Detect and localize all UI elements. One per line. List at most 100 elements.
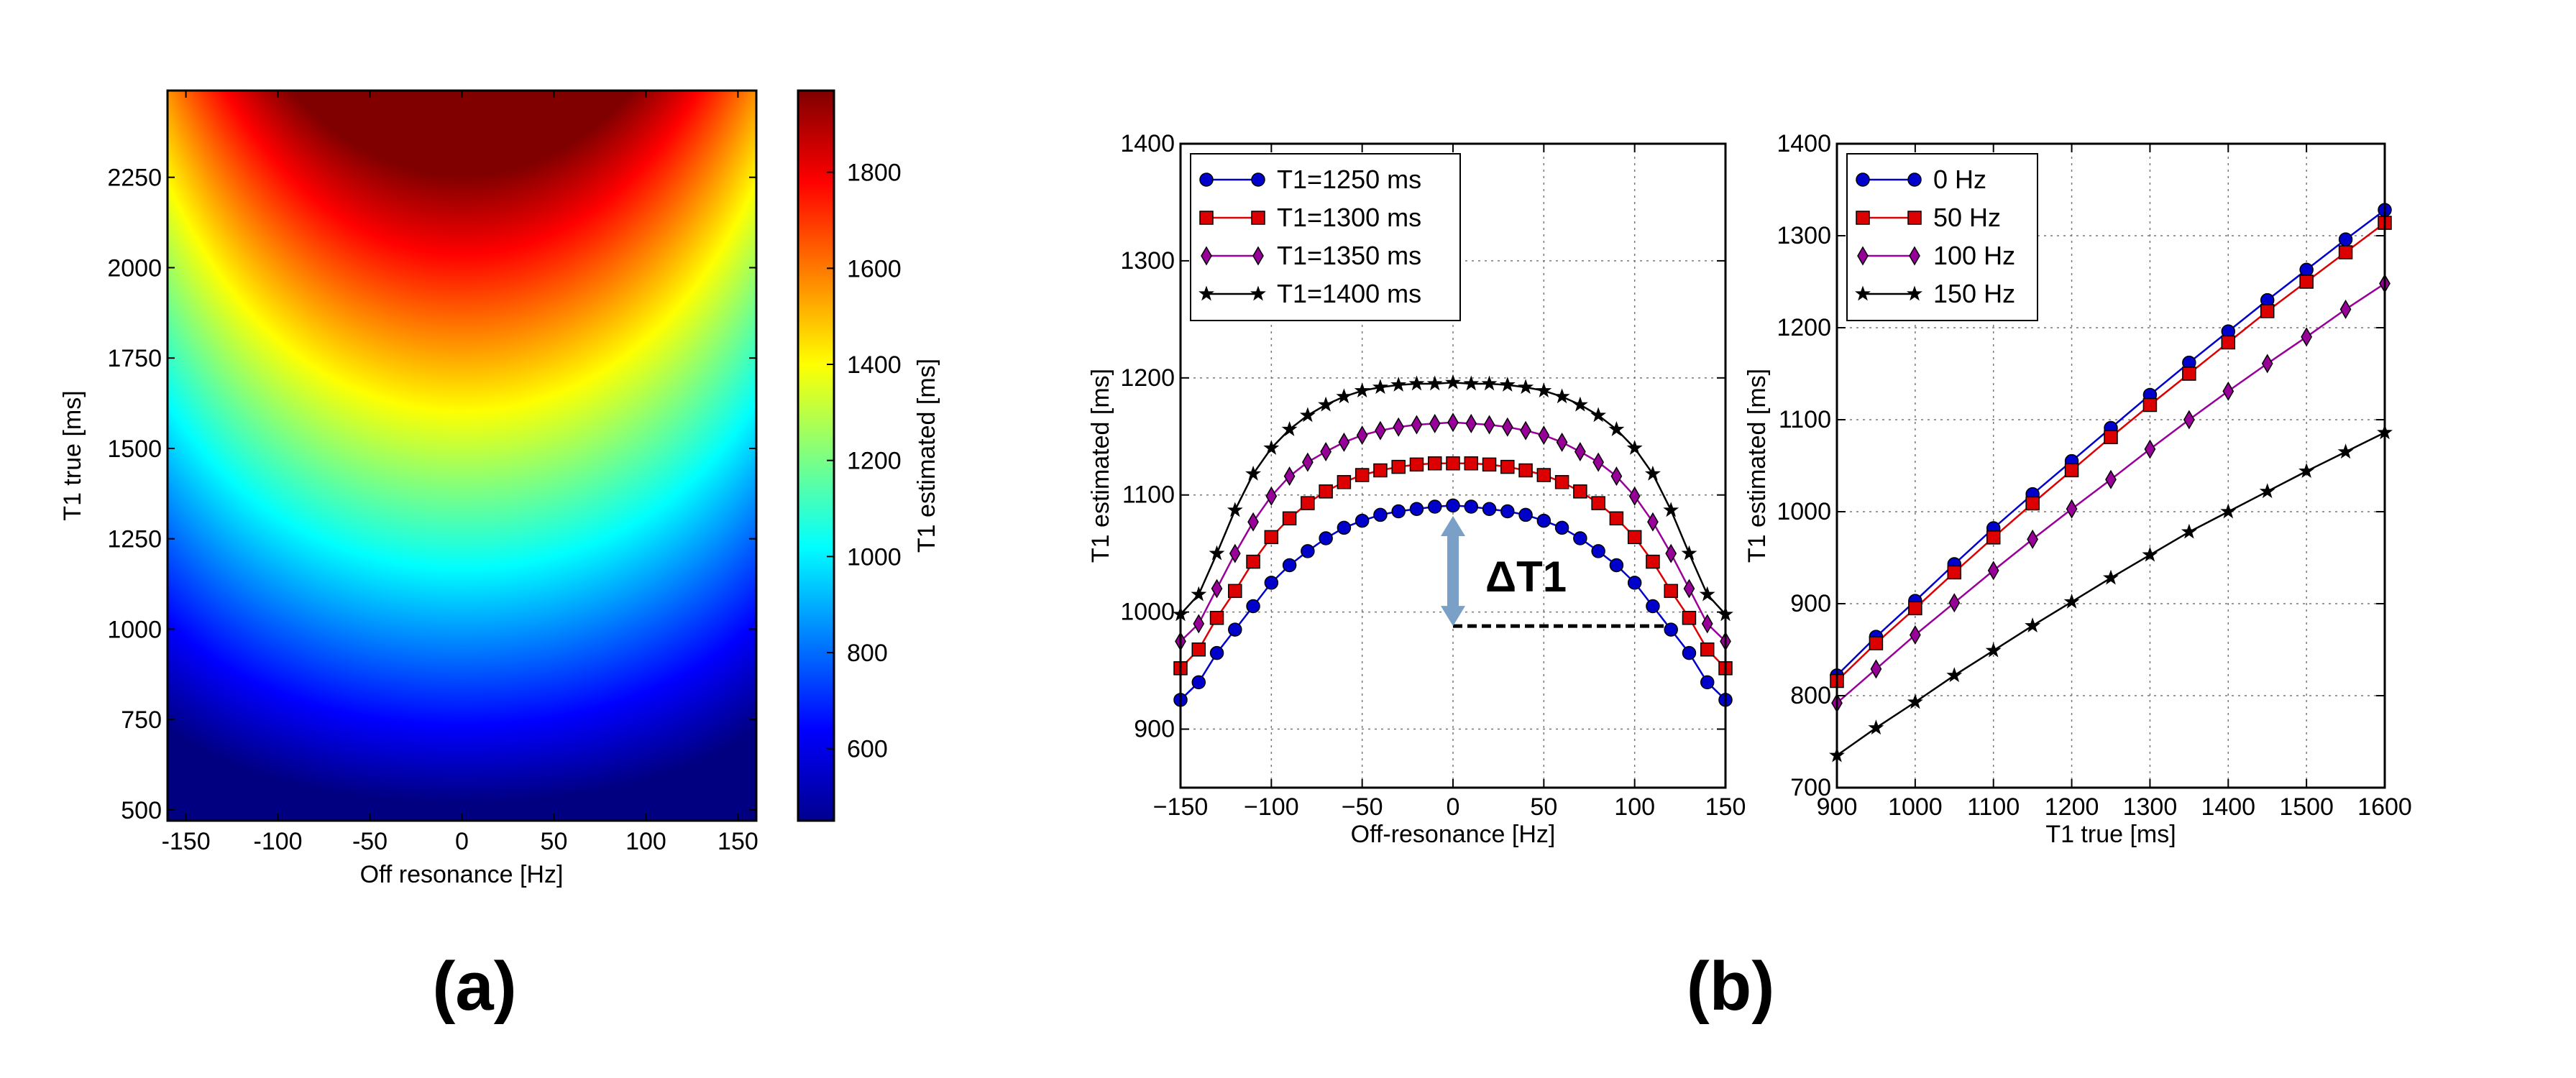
- data-point: [2064, 463, 2079, 478]
- data-point: [1227, 502, 1243, 517]
- x-axis-label: Off-resonance [Hz]: [1351, 821, 1556, 848]
- data-point: [1664, 584, 1678, 599]
- annotation-arrow-head: [1441, 516, 1465, 537]
- data-point: [1446, 498, 1460, 513]
- data-point: [1909, 625, 1921, 645]
- colorbar-gradient: [797, 89, 835, 822]
- data-point: [1855, 285, 1871, 301]
- ytick-label: 700: [1790, 774, 1831, 801]
- data-point: [1193, 614, 1205, 634]
- data-point: [1946, 667, 1963, 683]
- ytick-label: 900: [1134, 716, 1175, 743]
- data-point: [1228, 584, 1242, 599]
- heatmap-ytick-label: 750: [121, 706, 162, 734]
- data-point: [1281, 420, 1298, 436]
- data-point: [1646, 554, 1660, 569]
- colorbar-label: T1 estimated [ms]: [913, 359, 940, 553]
- xtick-label: 50: [1530, 793, 1557, 821]
- data-point: [1907, 172, 1922, 187]
- data-point: [1427, 499, 1442, 514]
- data-point: [1301, 496, 1315, 510]
- data-point: [1907, 694, 1923, 709]
- xtick-label: −150: [1153, 793, 1209, 821]
- annotation-label: ΔT1: [1485, 553, 1567, 601]
- data-point: [1191, 586, 1207, 602]
- series-t1-1400-ms: [1173, 374, 1733, 622]
- data-point: [2339, 299, 2352, 319]
- data-point: [1336, 388, 1352, 404]
- data-point: [2338, 245, 2353, 259]
- data-point: [2182, 367, 2196, 381]
- data-point: [1319, 484, 1333, 499]
- data-point: [1665, 543, 1677, 563]
- data-point: [1627, 576, 1642, 590]
- data-point: [1985, 642, 2002, 658]
- data-point: [1700, 675, 1715, 690]
- data-point: [2025, 496, 2040, 511]
- data-point: [1518, 379, 1534, 395]
- data-point: [1947, 565, 1962, 580]
- data-point: [1447, 413, 1459, 433]
- data-point: [1483, 415, 1495, 435]
- legend-label: 100 Hz: [1933, 241, 2015, 270]
- data-point: [1209, 645, 1224, 660]
- heatmap-ytick-label: 500: [121, 797, 162, 824]
- data-point: [1627, 530, 1642, 545]
- colorbar-tick-label: 1200: [847, 448, 902, 475]
- data-point: [1909, 246, 1920, 266]
- data-point: [1263, 440, 1280, 455]
- data-point: [1482, 502, 1497, 517]
- series-t1-1250-ms: [1173, 498, 1733, 707]
- data-point: [1391, 459, 1406, 474]
- data-point: [1211, 579, 1223, 599]
- data-point: [1870, 659, 1882, 679]
- data-point: [1337, 475, 1352, 489]
- data-point: [1426, 375, 1443, 391]
- data-point: [1446, 456, 1460, 471]
- data-point: [2221, 335, 2236, 350]
- data-point: [1391, 504, 1406, 519]
- legend-label: T1=1250 ms: [1277, 165, 1421, 194]
- data-point: [1647, 512, 1659, 532]
- data-point: [1556, 432, 1568, 452]
- data-point: [1681, 545, 1697, 561]
- data-point: [1191, 675, 1206, 690]
- data-point: [1301, 544, 1315, 558]
- heatmap-ylabel: T1 true [ms]: [59, 390, 86, 520]
- heatmap-ytick-label: 1000: [107, 616, 162, 643]
- y-axis-label: T1 estimated [ms]: [1743, 369, 1771, 563]
- x-axis-label: T1 true [ms]: [2045, 821, 2176, 848]
- data-point: [1682, 645, 1697, 660]
- data-point: [1908, 601, 1922, 616]
- data-point: [1445, 374, 1461, 390]
- data-point: [1393, 417, 1405, 437]
- data-point: [1518, 507, 1533, 522]
- data-point: [1536, 382, 1552, 398]
- xtick-label: 100: [1614, 793, 1655, 821]
- data-point: [1465, 413, 1477, 433]
- xtick-label: 1500: [2279, 793, 2334, 821]
- data-point: [1536, 468, 1551, 482]
- data-point: [1337, 520, 1352, 535]
- panel-label-b: (b): [1687, 948, 1775, 1025]
- data-point: [1700, 642, 1715, 657]
- xtick-label: 1200: [2045, 793, 2099, 821]
- data-point: [1554, 475, 1569, 489]
- data-point: [1251, 211, 1265, 225]
- data-point: [1408, 375, 1425, 391]
- colorbar-tick-label: 600: [847, 736, 888, 763]
- data-point: [1228, 622, 1242, 637]
- data-point: [1948, 593, 1961, 613]
- heatmap-xtick-label: 0: [455, 828, 469, 855]
- data-point: [1609, 558, 1624, 573]
- heatmap-ytick-label: 1250: [107, 526, 162, 553]
- ytick-label: 1200: [1120, 364, 1175, 392]
- data-point: [1609, 511, 1624, 526]
- heatmap-xtick-label: -100: [254, 828, 303, 855]
- ytick-label: 1100: [1122, 482, 1175, 509]
- data-point: [2142, 397, 2158, 413]
- heatmap-ytick-label: 1750: [107, 345, 162, 372]
- data-point: [1591, 496, 1605, 510]
- data-point: [2066, 499, 2078, 519]
